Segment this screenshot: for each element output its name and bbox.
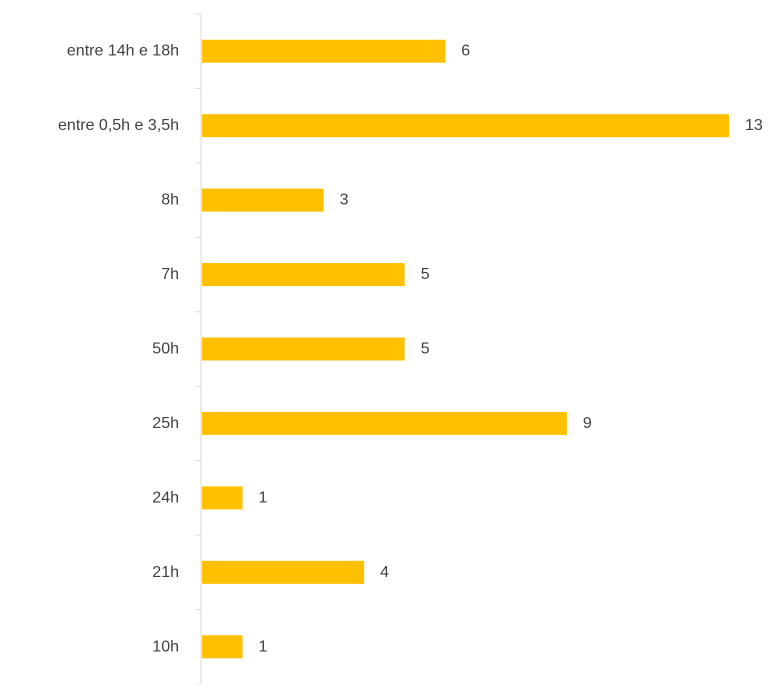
category-labels-layer: entre 14h e 18h entre 0,5h e 3,5h 8h 7h 50h 2… xyxy=(58,43,179,656)
data-label: 4 xyxy=(380,564,389,581)
data-label: 5 xyxy=(421,341,430,358)
axis-layer xyxy=(195,13,202,685)
data-label: 1 xyxy=(259,638,268,655)
bar xyxy=(202,188,324,212)
category-label: 25h xyxy=(152,415,179,432)
data-label: 6 xyxy=(461,43,470,60)
category-label: 10h xyxy=(152,638,179,655)
bar xyxy=(202,635,243,659)
category-label: 21h xyxy=(152,564,179,581)
category-label: 50h xyxy=(152,341,179,358)
data-label: 13 xyxy=(745,117,763,134)
bar xyxy=(202,39,446,63)
bar xyxy=(202,411,567,435)
category-label: 8h xyxy=(161,192,179,209)
data-label: 3 xyxy=(340,192,349,209)
bar xyxy=(202,263,405,287)
bar xyxy=(202,486,243,510)
value-labels-layer: 6 13 3 5 5 9 1 4 1 xyxy=(259,43,763,656)
data-label: 1 xyxy=(259,489,268,506)
data-label: 5 xyxy=(421,266,430,283)
category-label: entre 14h e 18h xyxy=(67,43,179,60)
category-label: entre 0,5h e 3,5h xyxy=(58,117,179,134)
category-label: 24h xyxy=(152,489,179,506)
bar xyxy=(202,560,365,584)
data-label: 9 xyxy=(583,415,592,432)
category-label: 7h xyxy=(161,266,179,283)
bars-layer xyxy=(202,39,729,659)
bar xyxy=(202,114,729,138)
bar xyxy=(202,337,405,361)
